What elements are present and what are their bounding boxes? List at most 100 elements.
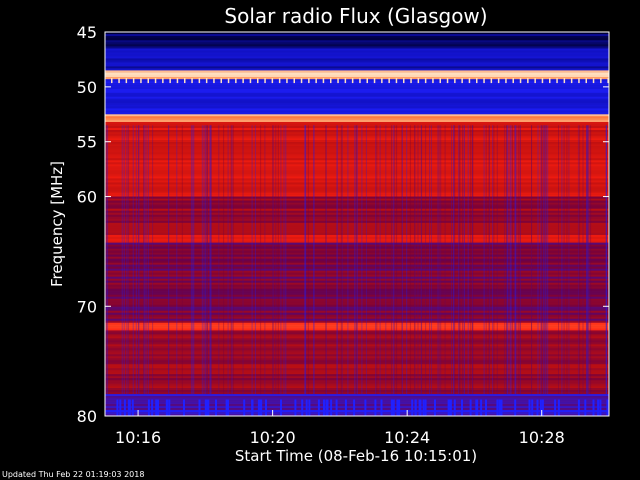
bright-line-tick — [278, 78, 281, 84]
time-streak — [272, 125, 273, 395]
frequency-band-row — [105, 196, 609, 199]
frequency-band-row — [105, 228, 609, 232]
frequency-band-row — [105, 276, 609, 279]
frequency-band-row — [105, 148, 609, 151]
frequency-band-row — [105, 66, 609, 69]
time-streak — [275, 125, 277, 395]
frequency-band-row — [105, 302, 609, 306]
time-streak — [336, 125, 338, 395]
frequency-band-row — [105, 362, 609, 365]
frequency-band-row — [105, 56, 609, 59]
frequency-band-row — [105, 40, 609, 43]
bright-line-tick — [600, 78, 602, 84]
time-streak — [223, 125, 225, 395]
frequency-band-row — [105, 352, 609, 355]
time-streak — [543, 125, 545, 395]
time-streak — [143, 125, 144, 395]
frequency-band-row — [105, 123, 609, 127]
time-streak — [277, 125, 279, 395]
frequency-band-row — [105, 328, 609, 331]
frequency-band-row — [105, 406, 609, 409]
time-streak — [437, 125, 439, 395]
frequency-band-row — [105, 318, 609, 322]
burst-mark — [422, 399, 425, 417]
burst-mark — [119, 399, 122, 417]
frequency-band-row — [105, 268, 609, 271]
frequency-band-row — [105, 106, 609, 109]
time-streak — [463, 125, 465, 395]
burst-mark — [391, 399, 394, 417]
time-streak — [587, 125, 589, 395]
frequency-band-row — [105, 378, 609, 381]
frequency-band-row — [105, 414, 609, 417]
time-streak — [135, 125, 137, 395]
time-streak — [451, 125, 453, 395]
burst-mark — [317, 399, 320, 417]
bright-line-tick — [505, 78, 507, 84]
burst-mark — [204, 399, 207, 417]
frequency-band-row — [105, 126, 609, 129]
bright-line-tick — [125, 78, 128, 84]
frequency-band-row — [105, 360, 609, 363]
burst-mark — [265, 399, 267, 417]
bright-line-tick — [140, 78, 142, 84]
x-tick-label: 10:16 — [115, 428, 161, 447]
time-streak — [264, 125, 266, 395]
time-streak — [488, 125, 490, 395]
bright-line-tick — [315, 78, 317, 84]
frequency-band-row — [105, 258, 609, 261]
frequency-band-row — [105, 70, 609, 73]
frequency-band-row — [105, 176, 609, 179]
frequency-band-row — [105, 44, 609, 47]
time-streak — [414, 125, 416, 395]
burst-mark — [155, 399, 158, 417]
y-axis-label: Frequency [MHz] — [48, 161, 66, 287]
bright-line-tick — [410, 78, 412, 84]
frequency-band-row — [105, 266, 609, 269]
time-streak — [227, 125, 229, 395]
frequency-band-row — [105, 34, 609, 37]
time-streak — [361, 125, 363, 395]
frequency-band-row — [105, 370, 609, 373]
burst-mark — [305, 399, 308, 417]
frequency-band-row — [105, 254, 609, 257]
frequency-band-row — [105, 190, 609, 193]
time-streak — [421, 125, 423, 395]
time-streak — [305, 125, 306, 395]
frequency-band-row — [105, 142, 609, 145]
time-streak — [430, 125, 432, 395]
bright-line-tick — [439, 78, 441, 84]
frequency-band-row — [105, 284, 609, 287]
burst-mark — [434, 399, 436, 417]
bright-line-tick — [271, 78, 274, 84]
frequency-band-row — [105, 380, 609, 383]
time-streak — [459, 125, 461, 395]
frequency-band-row — [105, 160, 609, 163]
bright-line-tick — [293, 78, 295, 84]
time-streak — [218, 125, 220, 395]
frequency-band-row — [105, 60, 609, 63]
burst-mark — [424, 399, 427, 417]
time-streak — [469, 125, 471, 395]
bright-line-tick — [454, 78, 456, 84]
bright-line-tick — [169, 78, 171, 84]
time-streak — [579, 125, 581, 395]
frequency-band-row — [105, 342, 609, 345]
time-streak — [126, 125, 128, 395]
frequency-band-row — [105, 121, 609, 125]
burst-mark — [554, 399, 557, 417]
burst-mark — [308, 399, 311, 417]
bright-line-tick — [549, 78, 551, 84]
time-streak — [355, 125, 357, 395]
frequency-band-row — [105, 50, 609, 53]
bright-line-tick — [322, 78, 325, 84]
frequency-band-row — [105, 372, 609, 375]
burst-mark — [225, 399, 228, 417]
time-streak — [472, 125, 474, 395]
burst-mark — [183, 399, 185, 417]
frequency-band-row — [105, 98, 609, 101]
time-streak — [568, 125, 570, 395]
time-streak — [254, 125, 256, 395]
time-streak — [205, 125, 207, 395]
bright-line-tick — [337, 78, 339, 84]
